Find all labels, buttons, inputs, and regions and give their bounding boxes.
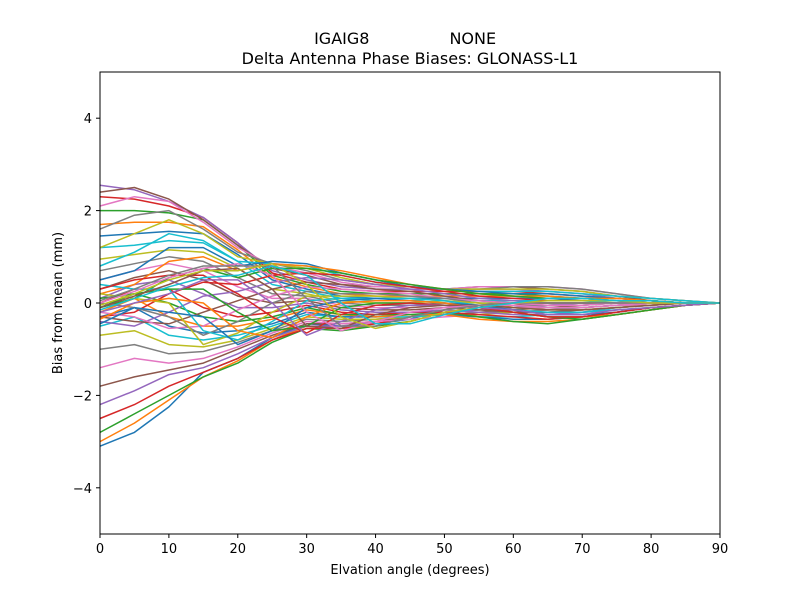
y-axis: −4 −2 0 2 4 — [73, 112, 100, 497]
x-tick-label: 60 — [505, 542, 522, 557]
y-tick-label: 4 — [84, 112, 92, 127]
chart-title: Delta Antenna Phase Biases: GLONASS-L1 — [242, 49, 579, 68]
series-line-47 — [99, 262, 720, 332]
y-tick-label: −2 — [73, 389, 92, 404]
x-tick-label: 50 — [436, 542, 453, 557]
y-axis-label: Bias from mean (mm) — [51, 232, 66, 374]
x-tick-label: 70 — [574, 542, 591, 557]
x-axis-label: Elvation angle (degrees) — [330, 563, 489, 578]
x-tick-label: 90 — [712, 542, 729, 557]
y-tick-label: 0 — [84, 297, 92, 312]
x-tick-label: 0 — [96, 542, 104, 557]
series-line-4 — [99, 302, 720, 420]
figure-suptitle: IGAIG8 NONE — [0, 10, 800, 48]
x-tick-label: 30 — [298, 542, 315, 557]
series-line-44 — [99, 274, 721, 334]
x-tick-label: 40 — [367, 542, 384, 557]
y-tick-label: −4 — [73, 482, 92, 497]
series-line-48 — [99, 265, 720, 327]
series-line-3 — [99, 302, 720, 434]
x-tick-label: 80 — [643, 542, 660, 557]
x-tick-label: 20 — [230, 542, 247, 557]
suptitle-left: IGAIG8 — [314, 29, 370, 48]
y-tick-label: 2 — [84, 205, 92, 220]
suptitle-right: NONE — [449, 29, 497, 48]
series-line-45 — [99, 279, 721, 337]
series-line-50 — [99, 265, 720, 325]
plot-lines — [99, 184, 721, 447]
x-tick-label: 10 — [161, 542, 178, 557]
x-axis: 0 10 20 30 40 50 60 70 80 90 — [96, 534, 728, 557]
